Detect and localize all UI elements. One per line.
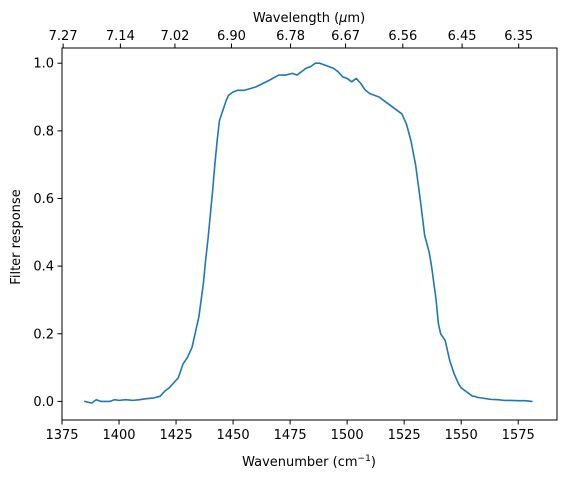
x-tick-label: 1575 xyxy=(502,428,535,443)
plot-area-border xyxy=(61,47,558,421)
y-tick-label: 0.8 xyxy=(33,124,54,139)
x-tick-label: 1550 xyxy=(445,428,478,443)
x-tick-label: 1525 xyxy=(388,428,421,443)
top-tick-label: 6.90 xyxy=(217,29,246,44)
top-axis-title-post: m) xyxy=(347,11,365,26)
y-tick-label: 0.4 xyxy=(33,260,54,275)
x-axis-title-close: ) xyxy=(371,455,376,470)
y-tick-label: 1.0 xyxy=(33,57,54,72)
x-tick-label: 1425 xyxy=(160,428,193,443)
top-tick-label: 6.56 xyxy=(388,29,417,44)
top-x-axis: 7.27 7.14 7.02 6.90 6.78 6.67 6.56 6.45 6.35 xyxy=(49,29,533,48)
top-tick-label: 6.45 xyxy=(448,29,477,44)
y-tick-label: 0.0 xyxy=(33,395,54,410)
top-tick-label: 6.78 xyxy=(276,29,305,44)
top-axis-title-mu: μ xyxy=(338,11,347,26)
top-tick-label: 7.27 xyxy=(49,29,78,44)
top-tick-label: 6.67 xyxy=(331,29,360,44)
x-tick-label: 1375 xyxy=(45,428,78,443)
x-tick-label: 1500 xyxy=(331,428,364,443)
x-axis-title-superscript: −1 xyxy=(358,454,371,464)
top-tick-label: 7.02 xyxy=(160,29,189,44)
left-y-axis: 0.0 0.2 0.4 0.6 0.8 1.0 xyxy=(33,57,62,410)
top-axis-title: Wavelength (μm) xyxy=(253,11,365,26)
top-tick-label: 7.14 xyxy=(106,29,135,44)
series-line-0 xyxy=(84,62,533,404)
x-tick-label: 1450 xyxy=(217,428,250,443)
x-tick-label: 1475 xyxy=(274,428,307,443)
top-tick-label: 6.35 xyxy=(504,29,533,44)
y-axis-title: Filter response xyxy=(9,189,24,284)
x-axis-title-text: Wavenumber (cm xyxy=(242,455,357,470)
y-tick-label: 0.2 xyxy=(33,327,54,342)
x-axis-title: Wavenumber (cm−1) xyxy=(242,454,376,470)
y-tick-label: 0.6 xyxy=(33,192,54,207)
top-axis-title-pre: Wavelength ( xyxy=(253,11,339,26)
axes-frame xyxy=(61,47,558,421)
bottom-x-axis: 1375 1400 1425 1450 1475 1500 1525 1550 1575 xyxy=(45,420,535,443)
series-layer xyxy=(84,62,533,404)
x-tick-label: 1400 xyxy=(102,428,135,443)
